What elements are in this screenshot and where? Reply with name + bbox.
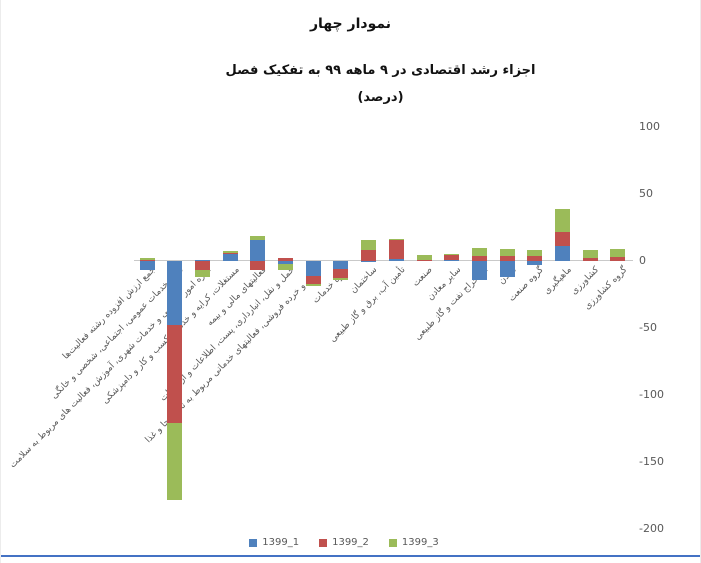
bar-segment-1399_3[interactable] [139,257,155,260]
bar-segment-1399_3[interactable] [278,264,293,270]
bar-segment-1399_3[interactable] [555,208,570,232]
bar-segment-1399_2[interactable] [444,254,460,261]
bar-segment-1399_1[interactable] [194,259,210,261]
category-label: صنعت [411,265,436,289]
y-axis-tick-label: 0 [639,254,646,267]
bar-segment-1399_3[interactable] [499,248,515,256]
legend-swatch-icon [319,538,328,547]
bar-segment-1399_3[interactable] [250,235,266,240]
bar-segment-1399_2[interactable] [305,275,321,284]
y-axis-tick-label: 50 [639,187,653,200]
bar-segment-1399_2[interactable] [499,255,515,261]
bar-segment-1399_1[interactable] [444,260,460,261]
bar-segment-1399_1[interactable] [388,258,404,261]
bar-segment-1399_3[interactable] [444,253,460,255]
category-label: ماهیگیری [541,265,574,297]
bar-segment-1399_1[interactable] [499,261,515,278]
bar-segment-1399_1[interactable] [361,261,377,263]
bar-segment-1399_3[interactable] [416,254,432,260]
legend-swatch-icon [249,538,258,547]
bar-segment-1399_2[interactable] [167,325,183,424]
bar-segment-1399_2[interactable] [610,256,626,261]
legend: 1399_1 1399_2 1399_3 [1,537,687,548]
y-axis-tick-label: -100 [639,388,664,401]
bar-segment-1399_3[interactable] [388,238,404,241]
bar-segment-1399_3[interactable] [194,270,210,278]
bar-segment-1399_2[interactable] [250,261,266,271]
y-axis-tick-label: -200 [639,522,664,535]
legend-swatch-icon [388,538,397,547]
bar-segment-1399_3[interactable] [333,278,349,281]
chart-subtitle: اجزاء رشد اقتصادی در ۹ ماهه ۹۹ به تفکیک … [225,63,536,78]
chart-subtitle-unit: (درصد) [357,90,404,105]
legend-label: 1399_3 [401,537,439,548]
bar-segment-1399_3[interactable] [167,423,183,500]
y-axis-tick-label: -50 [639,321,657,334]
bar-segment-1399_1[interactable] [250,239,266,261]
bar-segment-1399_1[interactable] [222,254,238,261]
bar-segment-1399_2[interactable] [527,255,543,261]
bar-segment-1399_2[interactable] [471,255,487,261]
x-axis-line [134,260,633,261]
bar-segment-1399_1[interactable] [167,261,183,326]
bar-segment-1399_3[interactable] [222,250,238,253]
bar-segment-1399_2[interactable] [416,259,432,261]
bar-segment-1399_2[interactable] [361,250,377,261]
bar-segment-1399_1[interactable] [333,261,349,270]
bar-segment-1399_2[interactable] [222,252,238,255]
bar-segment-1399_2[interactable] [139,259,155,261]
bar-segment-1399_2[interactable] [582,258,598,261]
bar-segment-1399_2[interactable] [388,240,404,259]
bar-segment-1399_1[interactable] [555,246,570,261]
bar-segment-1399_3[interactable] [305,283,321,287]
y-axis-tick-label: -150 [639,455,664,468]
bar-segment-1399_3[interactable] [471,247,487,256]
y-axis-tick-label: 100 [639,120,660,133]
bar-segment-1399_1[interactable] [305,261,321,276]
legend-label: 1399_2 [332,537,369,548]
bar-segment-1399_1[interactable] [139,261,155,271]
bar-segment-1399_2[interactable] [333,269,349,279]
legend-item-1399_2[interactable]: 1399_2 [319,537,369,548]
category-label: اداره امور عمومی و خدمات شهری، آموزش، فع… [8,265,214,471]
bar-segment-1399_1[interactable] [527,261,543,266]
window-bottom-border [1,555,700,557]
bar-segment-1399_3[interactable] [610,248,626,257]
bar-segment-1399_1[interactable] [471,261,487,280]
legend-item-1399_3[interactable]: 1399_3 [388,537,439,548]
bar-segment-1399_2[interactable] [555,231,570,247]
chart-title: نمودار چهار [310,16,391,32]
bar-segment-1399_1[interactable] [416,260,432,261]
bar-segment-1399_3[interactable] [361,239,377,251]
bar-segment-1399_2[interactable] [194,261,210,271]
bar-segment-1399_2[interactable] [278,258,293,261]
bar-segment-1399_3[interactable] [527,249,543,256]
legend-label: 1399_1 [262,537,300,548]
bar-segment-1399_1[interactable] [278,261,293,265]
legend-item-1399_1[interactable]: 1399_1 [249,537,299,548]
bar-segment-1399_3[interactable] [582,250,598,259]
